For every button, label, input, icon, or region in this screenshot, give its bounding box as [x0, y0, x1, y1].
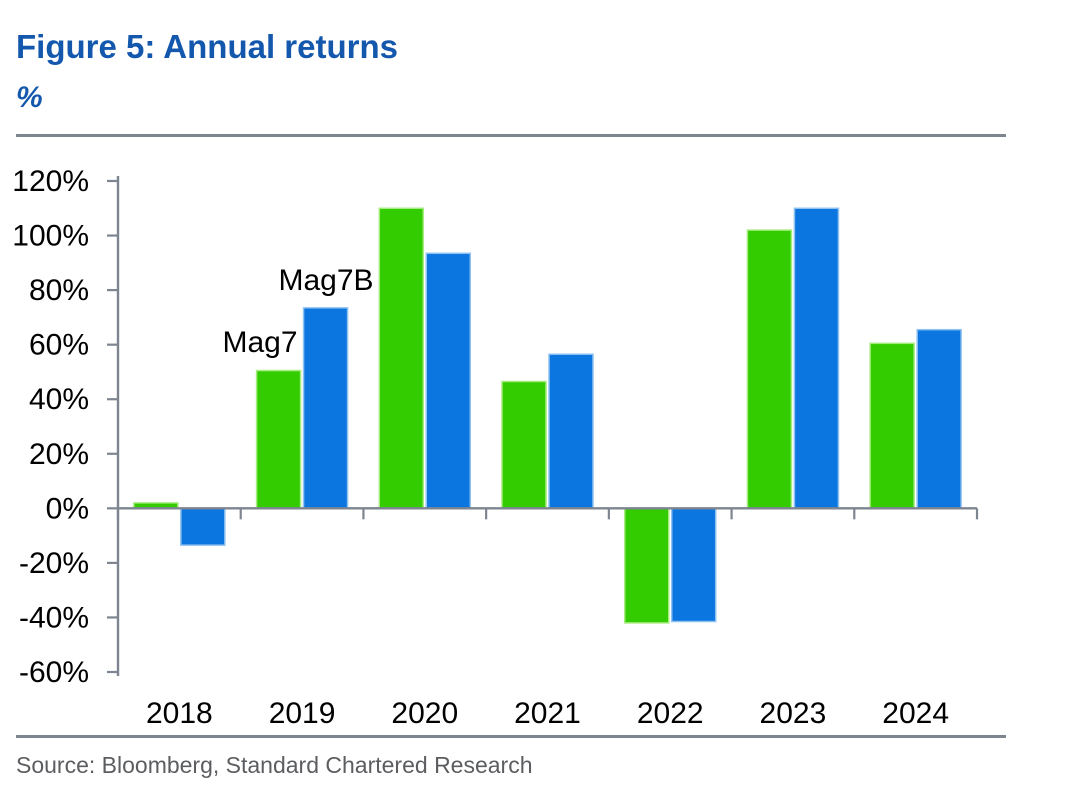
bar-mag7-2022 — [623, 507, 670, 624]
y-tick-label-0: 0% — [46, 492, 89, 525]
y-tick-label--60: -60% — [19, 656, 89, 689]
figure-unit-label: % — [16, 81, 43, 114]
y-tick-label--40: -40% — [19, 601, 89, 634]
x-tick-label-2019: 2019 — [269, 697, 336, 730]
x-tick-label-2021: 2021 — [514, 697, 581, 730]
y-tick-label-20: 20% — [29, 438, 89, 471]
figure-title: Figure 5: Annual returns — [16, 28, 398, 65]
x-tick-label-2024: 2024 — [882, 697, 949, 730]
y-tick-label-60: 60% — [29, 329, 89, 362]
x-tick-label-2022: 2022 — [637, 697, 704, 730]
bar-mag7b-2023 — [793, 207, 840, 510]
bar-mag7b-2024 — [916, 328, 962, 510]
bar-mag7-2019 — [255, 369, 302, 510]
series-label-mag7b: Mag7B — [278, 264, 373, 297]
source-note: Source: Bloomberg, Standard Chartered Re… — [16, 752, 533, 778]
bar-mag7b-2018 — [180, 507, 226, 546]
bar-mag7b-2022 — [670, 507, 717, 623]
x-tick-label-2023: 2023 — [760, 697, 827, 730]
bar-mag7b-2019 — [302, 307, 349, 510]
bar-mag7-2024 — [869, 342, 915, 510]
y-tick-label-120: 120% — [12, 165, 89, 198]
x-tick-label-2018: 2018 — [146, 697, 213, 730]
bar-mag7-2023 — [746, 229, 793, 510]
header-divider — [16, 134, 1006, 137]
y-tick-label-40: 40% — [29, 383, 89, 416]
bar-mag7-2020 — [378, 207, 425, 510]
footer-divider — [16, 735, 1006, 738]
series-label-mag7: Mag7 — [222, 326, 297, 359]
x-tick-label-2020: 2020 — [391, 697, 458, 730]
bar-mag7b-2021 — [548, 353, 594, 510]
bar-mag7b-2020 — [425, 252, 472, 510]
y-tick-label-80: 80% — [29, 274, 89, 307]
bar-mag7-2021 — [501, 380, 547, 510]
y-tick-label-100: 100% — [12, 220, 89, 253]
y-tick-label--20: -20% — [19, 547, 89, 580]
